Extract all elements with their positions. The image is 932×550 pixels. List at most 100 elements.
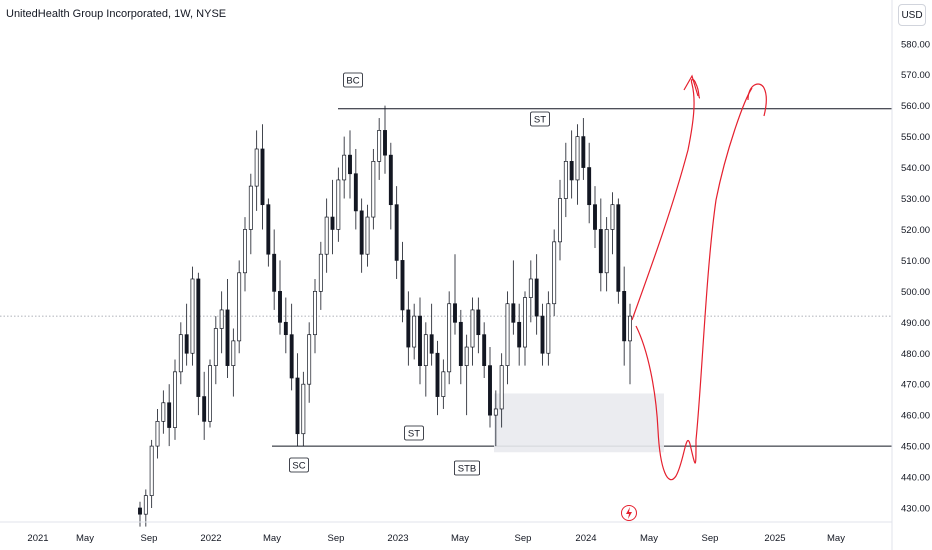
candle-body — [336, 179, 341, 230]
freehand-drawings — [631, 74, 767, 481]
projection-path-1 — [635, 87, 753, 481]
candle — [569, 130, 574, 199]
time-tick-label: May — [263, 533, 281, 544]
price-tick-label: 530.00 — [901, 194, 930, 205]
time-tick-label: Sep — [328, 533, 345, 544]
candle-body — [546, 303, 551, 354]
candle-body — [254, 148, 259, 187]
candle-body — [464, 346, 469, 366]
candle-body — [208, 365, 212, 422]
candle-body — [534, 278, 539, 317]
candle — [295, 353, 300, 447]
candle-body — [622, 291, 627, 342]
candle-body — [447, 303, 452, 373]
time-tick-label: Sep — [515, 533, 532, 544]
candle-body — [219, 309, 224, 329]
candle-body — [453, 303, 457, 323]
candle-body — [272, 253, 277, 292]
time-tick-label: May — [640, 533, 658, 544]
candle — [243, 217, 247, 292]
price-axis[interactable]: 430.00 440.00 450.00 460.00 470.00 480.00 490.… — [891, 0, 930, 550]
candle-body — [435, 352, 440, 397]
candle — [196, 272, 201, 416]
candle-body — [248, 185, 253, 230]
candle-body — [318, 253, 323, 292]
candle-body — [383, 130, 387, 156]
candle — [493, 390, 498, 447]
candle — [289, 303, 294, 391]
price-tick-label: 510.00 — [901, 256, 930, 267]
candle-body — [575, 136, 580, 181]
candle — [149, 439, 154, 508]
time-axis[interactable]: 2021 May Sep 2022 May Sep 2023 May Sep 2024 May Sep… — [0, 521, 892, 544]
candle — [464, 334, 469, 416]
candle — [301, 371, 306, 447]
candle-body — [348, 154, 352, 175]
candle — [167, 384, 172, 447]
candle-body — [295, 377, 300, 435]
time-tick-label: May — [451, 533, 469, 544]
candle — [190, 266, 195, 366]
candle-body — [406, 309, 411, 348]
candle-body — [202, 396, 207, 422]
candle-body — [523, 297, 527, 348]
candle-body — [558, 198, 562, 243]
candle-body — [243, 229, 247, 274]
candle-body — [213, 328, 218, 366]
candle-body — [458, 321, 463, 366]
candle — [371, 148, 376, 230]
candle — [447, 291, 452, 385]
candle — [219, 291, 224, 354]
candle-body — [266, 204, 271, 255]
price-tick-label: 540.00 — [901, 163, 930, 174]
candle — [330, 179, 335, 255]
candle — [488, 347, 492, 428]
candle — [476, 297, 481, 354]
candle-body — [429, 334, 434, 354]
horizontal-levels — [0, 108, 892, 447]
annotation-box — [289, 457, 309, 473]
candle-body — [628, 315, 632, 342]
candle — [563, 142, 568, 218]
price-tick-label: 580.00 — [901, 39, 930, 50]
price-tick-label: 470.00 — [901, 380, 930, 391]
candle — [453, 254, 457, 335]
candle — [202, 371, 207, 440]
annotation-box — [404, 425, 424, 441]
candle-body — [412, 315, 417, 348]
candle-body — [476, 309, 481, 336]
candle-body — [301, 383, 306, 435]
candle-body — [581, 136, 586, 168]
candle — [138, 501, 142, 527]
candle-body — [353, 173, 358, 212]
price-tick-label: 480.00 — [901, 349, 930, 360]
candle-body — [330, 216, 335, 230]
candle — [587, 142, 592, 224]
candle-body — [604, 229, 609, 274]
candle-body — [517, 321, 522, 348]
price-tick-label: 460.00 — [901, 411, 930, 422]
candle-body — [587, 167, 592, 206]
candle — [260, 124, 265, 230]
candle-body — [190, 278, 195, 354]
candle — [143, 489, 148, 527]
candle-body — [138, 507, 142, 515]
candle-body — [149, 445, 154, 496]
price-tick-label: 570.00 — [901, 70, 930, 81]
candles — [138, 105, 632, 527]
candle — [365, 204, 370, 267]
candle-body — [482, 334, 487, 366]
candle-body — [173, 371, 177, 428]
candle — [278, 260, 282, 335]
lightning-icon[interactable] — [621, 505, 637, 521]
candle — [423, 322, 428, 397]
candle-body — [505, 303, 510, 366]
candle — [412, 303, 417, 360]
candle-body — [400, 260, 405, 311]
time-tick-label: 2021 — [27, 533, 48, 544]
candle-body — [161, 402, 166, 422]
currency-button[interactable]: USD — [898, 4, 926, 26]
candle-body — [488, 365, 492, 416]
candle — [418, 297, 422, 385]
